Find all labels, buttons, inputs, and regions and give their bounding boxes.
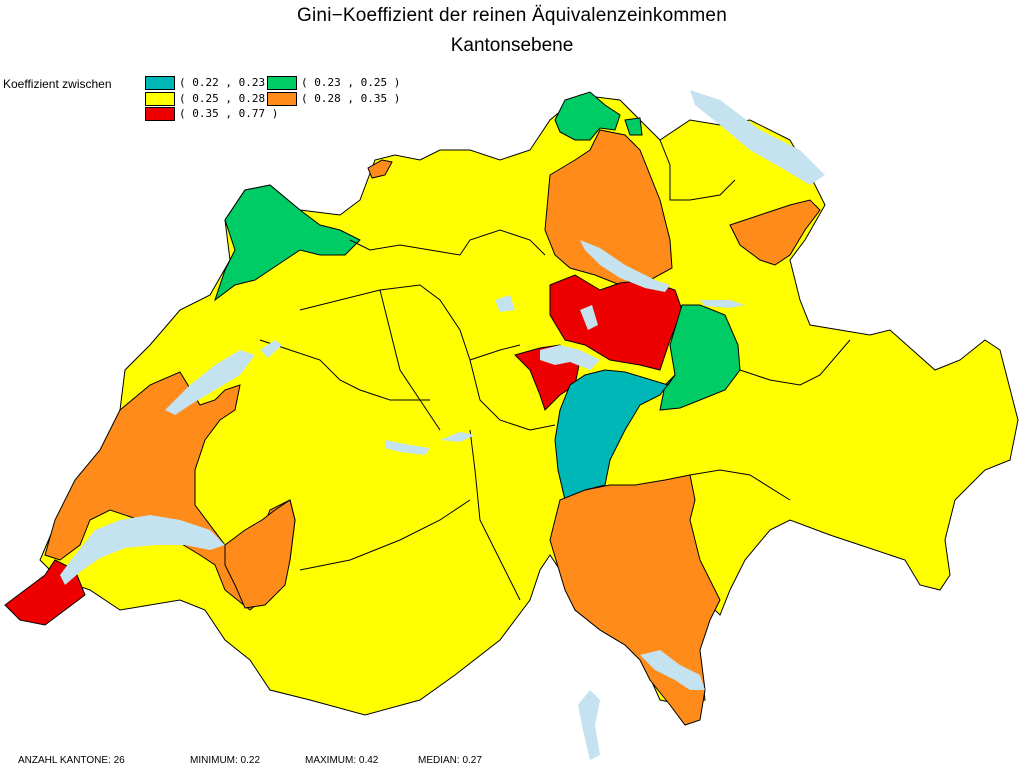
lake-walen [700,300,745,308]
legend-swatch-green [267,76,297,90]
lake-thun [385,440,430,455]
canton-borders [259,139,851,601]
lake-brienz [440,432,475,442]
lake-maggiore [578,690,600,760]
legend-swatch-orange [267,92,297,106]
footer-median: MEDIAN: 0.27 [418,755,482,766]
canton-uri [554,369,676,501]
canton-schaffhausen [554,91,621,141]
legend-item-label: ( 0.28 , 0.35 ) [301,92,401,105]
legend-item-label: ( 0.23 , 0.25 ) [301,76,401,89]
lake-zug [580,305,598,330]
canton-schaffhausen-part [624,117,643,136]
canton-basel-stadt [367,159,393,179]
canton-schwyz [549,274,683,371]
canton-zurich [544,129,673,286]
canton-fribourg [224,499,296,609]
legend-item-label: ( 0.22 , 0.23 ) [179,76,279,89]
footer-minimum: MINIMUM: 0.22 [190,755,261,766]
canton-ticino [549,474,721,726]
lake-neuchatel [165,350,255,415]
footer-count: ANZAHL KANTONE: 26 [18,755,125,766]
lakes [60,90,825,760]
lake-sempach [495,295,515,312]
lake-constance [690,90,825,185]
legend-swatch-yellow [145,92,175,106]
map-subtitle: Kantonsebene [450,35,574,56]
map-title: Gini−Koeffizient der reinen Äquivalenzei… [297,5,727,26]
legend-label: Koeffizient zwischen [3,77,112,91]
canton-appenzell [729,199,821,266]
legend-item-label: ( 0.25 , 0.28 ) [179,92,279,105]
lake-lugano [640,650,705,690]
lake-lucerne [540,345,600,370]
lake-zurich [580,240,670,292]
canton-jura [214,184,361,302]
legend-item-label: ( 0.35 , 0.77 ) [179,107,279,120]
footer-maximum: MAXIMUM: 0.42 [305,755,379,766]
lake-biel [260,340,282,358]
lake-geneva [60,515,225,585]
legend-swatch-teal [145,76,175,90]
legend-swatch-red [145,107,175,121]
